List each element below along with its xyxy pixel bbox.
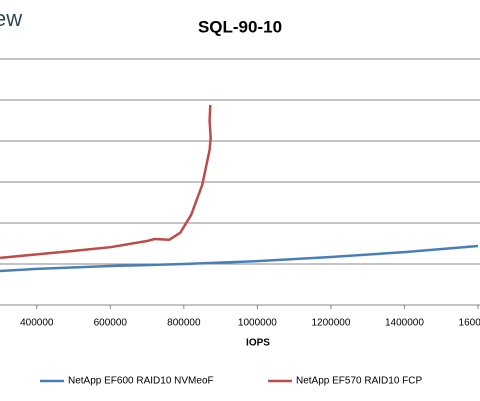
x-tick-label: 600000 — [94, 318, 128, 329]
x-tick-label: 400000 — [20, 318, 54, 329]
x-tick-label: 1400000 — [385, 318, 424, 329]
x-tick-label: 1000000 — [238, 318, 277, 329]
legend-label: NetApp EF600 RAID10 NVMeoF — [68, 376, 214, 387]
x-tick-label: 1600000 — [459, 318, 480, 329]
x-tick-label: 1200000 — [311, 318, 350, 329]
logo-text: ew — [0, 6, 22, 31]
x-axis-label: IOPS — [246, 338, 270, 349]
x-tick-label: 800000 — [167, 318, 201, 329]
legend-label: NetApp EF570 RAID10 FCP — [296, 376, 422, 387]
chart-title: SQL-90-10 — [198, 17, 282, 36]
series-line — [0, 244, 479, 273]
series-line — [0, 104, 212, 260]
